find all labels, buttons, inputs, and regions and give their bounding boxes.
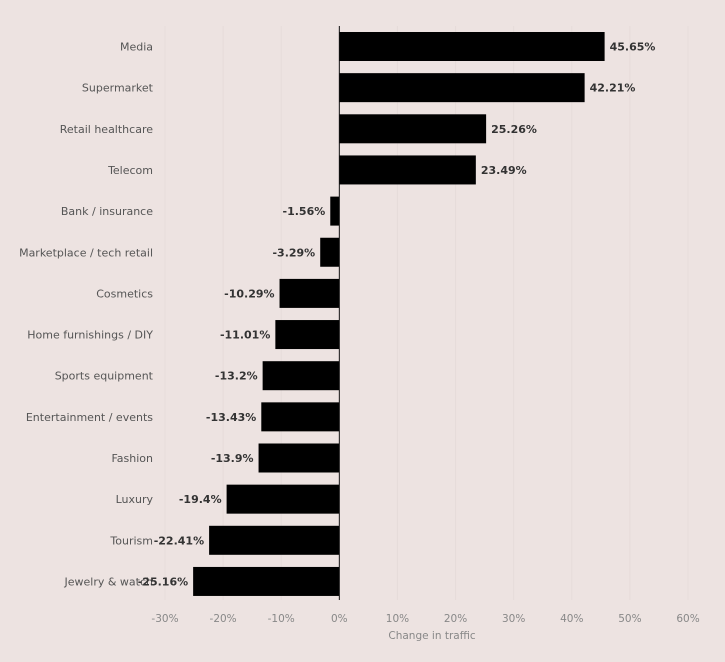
label-layer: Media 45.65% Supermarket 42.21% Retail healt… [19, 41, 655, 589]
x-tick-label: 40% [560, 613, 583, 625]
category-label: Tourism [109, 534, 153, 547]
value-label: -13.2% [215, 370, 258, 383]
value-label: -19.4% [179, 493, 222, 506]
category-label: Home furnishings / DIY [27, 329, 153, 342]
value-label: 42.21% [590, 82, 636, 95]
category-label: Fashion [111, 452, 153, 465]
category-label: Sports equipment [55, 370, 154, 383]
category-label: Luxury [116, 493, 154, 506]
bar [258, 443, 340, 473]
bar [275, 320, 340, 350]
bar [320, 237, 340, 267]
category-label: Telecom [107, 164, 153, 177]
value-label: -11.01% [220, 329, 270, 342]
value-label: -13.43% [206, 411, 256, 424]
bar [262, 361, 340, 391]
category-label: Retail healthcare [60, 123, 153, 136]
value-label: -22.41% [154, 534, 204, 547]
bar-layer [193, 32, 605, 596]
value-label: -10.29% [224, 287, 274, 300]
value-label: 23.49% [481, 164, 527, 177]
x-tick-label: -10% [268, 613, 295, 625]
category-label: Jewelry & watch [63, 575, 153, 588]
value-label: 25.26% [491, 123, 537, 136]
x-tick-label: 50% [618, 613, 641, 625]
x-tick-label: 60% [676, 613, 699, 625]
x-tick-label: 20% [444, 613, 467, 625]
bar [193, 566, 340, 596]
bar [339, 73, 585, 103]
bar [226, 484, 340, 514]
category-label: Media [120, 41, 153, 54]
bar [261, 402, 340, 432]
value-label: -25.16% [138, 575, 188, 588]
category-label: Marketplace / tech retail [19, 246, 153, 259]
value-label: 45.65% [610, 41, 656, 54]
value-label: -3.29% [272, 246, 315, 259]
bar [330, 196, 340, 226]
x-tick-label: 0% [331, 613, 348, 625]
x-tick-label: 10% [386, 613, 409, 625]
category-label: Entertainment / events [26, 411, 153, 424]
category-label: Supermarket [82, 82, 154, 95]
category-label: Cosmetics [96, 287, 153, 300]
x-tick-label: 30% [502, 613, 525, 625]
x-tick-label: -30% [151, 613, 178, 625]
x-axis-title: Change in traffic [388, 630, 475, 642]
grid-layer [164, 26, 689, 600]
value-label: -13.9% [211, 452, 254, 465]
bar [339, 32, 605, 61]
category-label: Bank / insurance [61, 205, 153, 218]
x-axis-ticks: -30% -20% -10% 0% 10% 20% 30% 40% 50% 60% [151, 613, 699, 625]
bar [339, 155, 476, 185]
bar [209, 525, 340, 555]
x-tick-label: -20% [210, 613, 237, 625]
value-label: -1.56% [283, 205, 326, 218]
bar [279, 278, 340, 308]
bar [339, 114, 487, 144]
